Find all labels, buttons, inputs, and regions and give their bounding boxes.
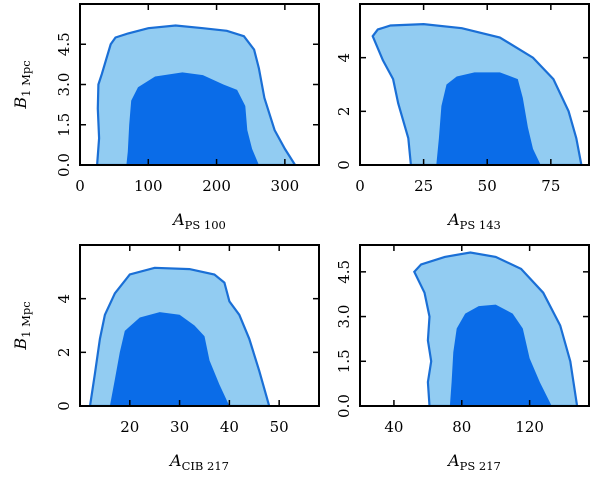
x-tick-label: 75 [541, 177, 560, 195]
x-axis-label: APS 143 [446, 210, 501, 232]
x-tick-label: 50 [270, 418, 289, 436]
x-axis-label: APS 217 [446, 451, 501, 473]
y-tick-label: 4.5 [55, 32, 73, 56]
panel-bottom-left: 20 30 40 50 0 2 4 ACIB 217 B1 Mpc [11, 244, 320, 473]
y-tick-label: 4 [55, 294, 73, 304]
axes-frame [79, 244, 320, 407]
contour-68-region [126, 72, 259, 165]
y-axis-label: B1 Mpc [11, 301, 33, 350]
axes-frame [359, 3, 590, 166]
x-tick-label: 40 [384, 418, 403, 436]
x-tick-label: 200 [202, 177, 231, 195]
y-tick-label: 1.5 [55, 113, 73, 137]
y-tick-label: 0 [55, 401, 73, 411]
x-tick-label: 25 [414, 177, 433, 195]
y-tick-label: 0 [335, 160, 353, 170]
x-tick-label: 120 [515, 418, 544, 436]
y-axis-label: B1 Mpc [11, 60, 33, 109]
y-tick-label: 4.5 [335, 260, 353, 284]
y-tick-label: 0.0 [55, 153, 73, 177]
x-tick-label: 80 [452, 418, 471, 436]
plot-area [412, 251, 579, 406]
axes-frame [359, 244, 590, 407]
x-axis-label: ACIB 217 [168, 451, 229, 473]
plot-area [371, 22, 583, 165]
panel-top-right: 0 25 50 75 0 2 4 APS 143 [335, 3, 590, 232]
x-axis-label: APS 100 [171, 210, 226, 232]
x-tick-label: 300 [271, 177, 300, 195]
x-tick-label: 30 [170, 418, 189, 436]
x-tick-label: 40 [220, 418, 239, 436]
panel-bottom-right: 40 80 120 0.0 1.5 3.0 4.5 APS 217 [335, 244, 590, 473]
panel-top-left: 0 100 200 300 0.0 1.5 3.0 4.5 APS 100 B1 Mpc [11, 3, 320, 232]
y-tick-label: 3.0 [335, 305, 353, 329]
x-tick-label: 50 [478, 177, 497, 195]
y-tick-label: 4 [335, 53, 353, 63]
contour-68-region [109, 312, 230, 406]
plot-area [95, 24, 297, 165]
plot-area [88, 266, 271, 406]
x-tick-label: 0 [75, 177, 85, 195]
x-tick-label: 20 [120, 418, 139, 436]
contour-68-region [436, 72, 541, 165]
x-tick-label: 0 [355, 177, 365, 195]
y-tick-label: 2 [335, 107, 353, 117]
x-tick-label: 100 [134, 177, 163, 195]
y-tick-label: 0.0 [335, 394, 353, 418]
y-tick-label: 2 [55, 348, 73, 358]
y-tick-label: 1.5 [335, 349, 353, 373]
contour-68-region [449, 304, 552, 406]
y-tick-label: 3.0 [55, 73, 73, 97]
